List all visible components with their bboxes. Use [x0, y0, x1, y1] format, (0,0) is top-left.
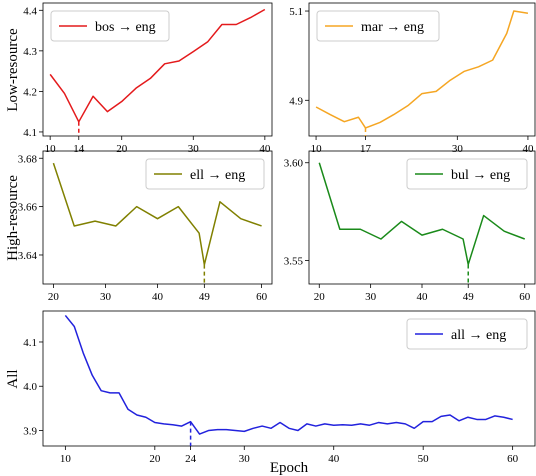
panel-all: 10 20 24 30 40 50 60 3.9 4.0 4.1 all → eng: [23, 310, 536, 465]
row-label-1: High-resource: [5, 175, 21, 261]
panel-bos: 10 14 20 30 40 4.1 4.2 4.3 4.4 bos → eng: [23, 2, 273, 155]
panel-mar: 10 17 30 40 4.9 5.1 mar → eng: [289, 2, 536, 155]
legend-box: [406, 158, 528, 190]
axes-frame: [42, 310, 536, 447]
x-tick-label: 30: [452, 143, 464, 155]
x-tick-label: 30: [365, 291, 377, 303]
x-tick-label: 30: [188, 143, 200, 155]
series-line-bos: [49, 8, 266, 123]
y-tick-label: 4.2: [23, 86, 37, 98]
y-tick-label: 3.68: [18, 153, 38, 165]
x-tick-label: 40: [328, 453, 340, 465]
x-tick-label: 40: [259, 143, 271, 155]
y-tick-label: 4.3: [23, 46, 37, 58]
x-tick-label: 49: [463, 291, 475, 303]
x-tick-label: 14: [73, 143, 85, 155]
y-tick-label: 4.1: [23, 127, 37, 139]
legend-box: [406, 318, 528, 350]
series-line-ell: [52, 162, 262, 266]
x-tick-label: 30: [239, 453, 251, 465]
x-tick-label: 20: [314, 291, 326, 303]
legend-label: bos → eng: [95, 20, 156, 35]
y-tick-label: 3.66: [18, 202, 38, 214]
legend-label: ell → eng: [190, 168, 245, 183]
x-tick-label: 24: [185, 453, 197, 465]
axes-frame: [42, 2, 273, 137]
series-line-mar: [315, 10, 529, 129]
legend-label: bul → eng: [451, 168, 510, 183]
x-tick-label: 60: [256, 291, 268, 303]
legend-label: all → eng: [451, 328, 506, 343]
x-tick-label: 20: [48, 291, 60, 303]
y-tick-label: 4.9: [289, 95, 303, 107]
y-tick-label: 4.4: [23, 5, 37, 17]
legend-label: mar → eng: [361, 20, 424, 35]
x-tick-label: 20: [149, 453, 161, 465]
x-tick-label: 30: [100, 291, 112, 303]
legend-box: [316, 10, 440, 42]
x-tick-label: 49: [199, 291, 211, 303]
row-label-2: All: [5, 369, 21, 388]
x-tick-label: 50: [418, 453, 430, 465]
axes-frame: [308, 2, 536, 137]
legend: all → eng: [406, 318, 528, 350]
y-tick-label: 5.1: [289, 6, 303, 18]
x-tick-label: 60: [519, 291, 531, 303]
legend: ell → eng: [145, 158, 265, 190]
series-line-all: [64, 314, 513, 435]
y-tick-label: 3.64: [18, 250, 38, 262]
panel-bul: 20 30 40 49 60 3.55 3.60 bul → eng: [284, 150, 536, 303]
legend-box: [145, 158, 265, 190]
x-tick-label: 10: [45, 143, 57, 155]
legend-box: [50, 10, 170, 42]
y-tick-label: 3.60: [284, 158, 304, 170]
y-tick-label: 3.55: [284, 256, 304, 268]
x-tick-label: 40: [522, 143, 534, 155]
row-label-0: Low-resource: [5, 28, 21, 112]
x-tick-label: 10: [60, 453, 72, 465]
legend: bul → eng: [406, 158, 528, 190]
x-tick-label: 40: [152, 291, 164, 303]
x-tick-label: 10: [311, 143, 323, 155]
legend: mar → eng: [316, 10, 440, 42]
x-axis-label: Epoch: [270, 460, 309, 476]
y-tick-label: 3.9: [23, 426, 37, 438]
x-tick-label: 20: [116, 143, 128, 155]
y-tick-label: 4.1: [23, 337, 37, 349]
x-tick-label: 40: [417, 291, 429, 303]
x-tick-label: 17: [360, 143, 372, 155]
series-line-bul: [318, 162, 525, 266]
panel-ell: 20 30 40 49 60 3.64 3.66 3.68 ell → eng: [18, 150, 273, 303]
y-tick-label: 4.0: [23, 381, 37, 393]
x-tick-label: 60: [507, 453, 519, 465]
legend: bos → eng: [50, 10, 170, 42]
